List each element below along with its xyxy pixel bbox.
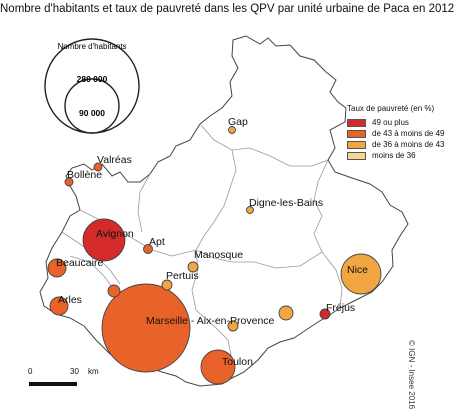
marker-avignon	[82, 218, 126, 262]
marker-nice	[340, 253, 382, 295]
marker-manosque	[187, 261, 199, 273]
label-arles: Arles	[58, 294, 82, 306]
map-title: Nombre d'habitants et taux de pauvreté d…	[0, 3, 455, 15]
legend-swatch	[347, 151, 366, 160]
marker-aix	[227, 320, 239, 332]
marker-pertuis	[107, 284, 121, 298]
legend-label: moins de 36	[372, 151, 416, 160]
label-pertuis: Pertuis	[166, 270, 199, 282]
marker-digne	[246, 206, 254, 214]
legend-label: de 36 à moins de 43	[372, 140, 445, 149]
marker-toulon	[200, 349, 236, 385]
marker-apt	[143, 244, 153, 254]
marker-pertuis2	[161, 279, 173, 291]
legend-swatch	[347, 118, 366, 127]
scale-bar: 0 30 km	[28, 367, 99, 386]
copyright-note: © IGN - Insee 2016	[407, 340, 416, 409]
size-legend-title: Nombre d'habitants	[57, 42, 126, 51]
marker-gap	[228, 126, 236, 134]
label-avignon: Avignon	[96, 228, 134, 240]
label-manosque: Manosque	[194, 249, 243, 261]
label-nice: Nice	[347, 264, 368, 276]
marker-bollene	[64, 177, 74, 187]
marker-frejus-area	[278, 305, 294, 321]
label-frejus: Fréjus	[326, 302, 355, 314]
color-legend: Taux de pauvreté (en %) 49 ou plus de 43…	[347, 104, 445, 161]
legend-label: 49 ou plus	[372, 118, 409, 127]
size-legend-small-label: 90 000	[79, 108, 105, 118]
label-marseille: Marseille - Aix-en-Provence	[146, 315, 275, 327]
legend-label: de 43 à moins de 49	[372, 129, 445, 138]
marker-valreas	[93, 162, 103, 172]
label-apt: Apt	[149, 236, 165, 248]
scale-bar-line	[29, 382, 77, 386]
legend-swatch	[347, 129, 366, 138]
label-toulon: Toulon	[222, 356, 253, 368]
label-gap: Gap	[228, 116, 248, 128]
size-legend-small-circle	[64, 78, 120, 134]
marker-marseille	[101, 283, 191, 373]
department-borders	[61, 123, 343, 378]
legend-row: de 36 à moins de 43	[347, 139, 445, 150]
marker-arles	[49, 296, 69, 316]
size-legend: Nombre d'habitants 280 000 90 000	[44, 38, 140, 134]
legend-row: moins de 36	[347, 150, 445, 161]
legend-swatch	[347, 140, 366, 149]
city-markers	[47, 126, 382, 385]
scale-end: 30	[70, 367, 79, 376]
legend-row: de 43 à moins de 49	[347, 128, 445, 139]
size-legend-large-label: 280 000	[77, 74, 108, 84]
label-digne: Digne-les-Bains	[249, 197, 323, 209]
marker-beaucaire	[47, 258, 67, 278]
label-valreas: Valréas	[97, 154, 132, 166]
legend-row: 49 ou plus	[347, 117, 445, 128]
city-labels: Gap Valréas Bollène Digne-les-Bains Avig…	[56, 116, 368, 368]
label-bollene: Bollène	[67, 169, 102, 181]
label-beaucaire: Beaucaire	[56, 257, 103, 269]
color-legend-title: Taux de pauvreté (en %)	[347, 104, 435, 113]
scale-start: 0	[28, 367, 33, 376]
marker-frejus	[319, 308, 331, 320]
scale-unit: km	[88, 367, 99, 376]
